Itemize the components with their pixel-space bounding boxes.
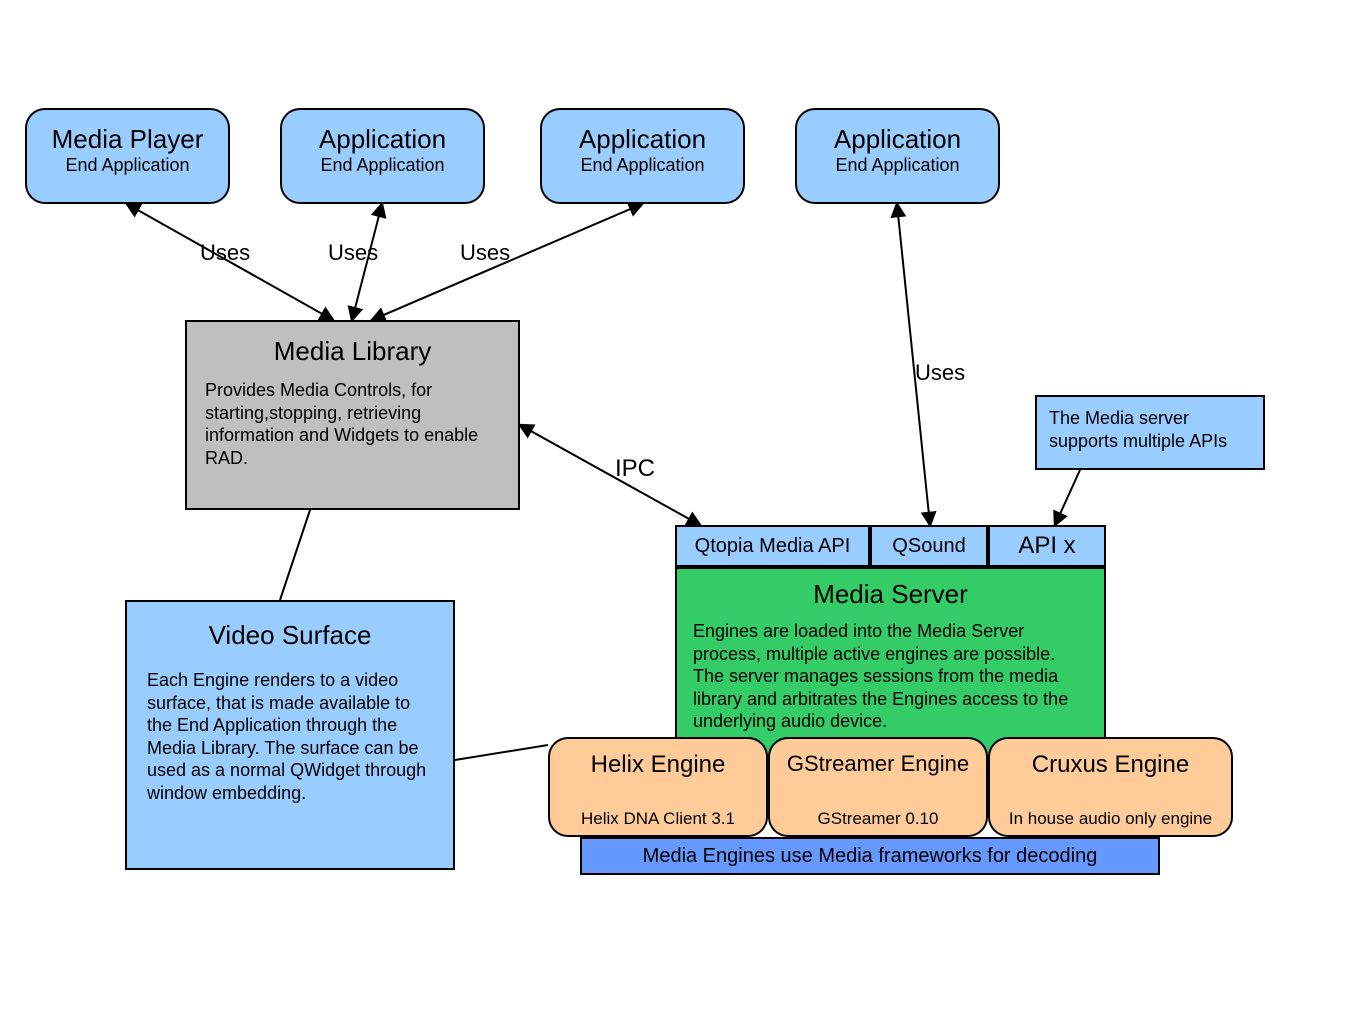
engine-gstreamer-subtitle: GStreamer 0.10 [776, 809, 980, 829]
node-api-qtopia: Qtopia Media API [675, 525, 870, 567]
node-application-1: Application End Application [280, 108, 485, 204]
edge-label-uses-2: Uses [328, 240, 378, 266]
node-application-3: Application End Application [795, 108, 1000, 204]
media-library-body: Provides Media Controls, for starting,st… [205, 379, 500, 469]
app2-title: Application [542, 124, 743, 155]
framework-bar-label: Media Engines use Media frameworks for d… [643, 845, 1098, 868]
api-qtopia-label: Qtopia Media API [695, 535, 851, 558]
app3-title: Application [797, 124, 998, 155]
node-engine-cruxus: Cruxus Engine In house audio only engine [988, 737, 1233, 837]
app3-subtitle: End Application [797, 155, 998, 176]
engine-helix-subtitle: Helix DNA Client 3.1 [560, 809, 756, 829]
node-video-surface: Video Surface Each Engine renders to a v… [125, 600, 455, 870]
node-api-x: API x [988, 525, 1106, 567]
app1-subtitle: End Application [282, 155, 483, 176]
media-player-title: Media Player [27, 124, 228, 155]
video-surface-body: Each Engine renders to a video surface, … [147, 669, 433, 804]
media-server-body: Engines are loaded into the Media Server… [693, 620, 1088, 733]
api-x-label: API x [1018, 532, 1075, 560]
node-engine-gstreamer: GStreamer Engine GStreamer 0.10 [768, 737, 988, 837]
video-surface-title: Video Surface [147, 620, 433, 651]
edge-label-ipc: IPC [615, 455, 655, 483]
app1-title: Application [282, 124, 483, 155]
edge-label-uses-1: Uses [200, 240, 250, 266]
app2-subtitle: End Application [542, 155, 743, 176]
media-player-subtitle: End Application [27, 155, 228, 176]
engine-helix-title: Helix Engine [560, 751, 756, 779]
node-framework-bar: Media Engines use Media frameworks for d… [580, 837, 1160, 875]
engine-cruxus-subtitle: In house audio only engine [996, 809, 1225, 829]
edge-label-uses-4: Uses [915, 360, 965, 386]
media-library-title: Media Library [205, 336, 500, 367]
api-qsound-label: QSound [892, 535, 965, 558]
media-server-note-body: The Media server supports multiple APIs [1049, 407, 1251, 452]
node-media-player: Media Player End Application [25, 108, 230, 204]
media-server-title: Media Server [693, 579, 1088, 610]
node-media-server: Media Server Engines are loaded into the… [675, 567, 1106, 757]
node-engine-helix: Helix Engine Helix DNA Client 3.1 [548, 737, 768, 837]
edge-label-uses-3: Uses [460, 240, 510, 266]
node-api-qsound: QSound [870, 525, 988, 567]
node-media-server-note: The Media server supports multiple APIs [1035, 395, 1265, 470]
node-media-library: Media Library Provides Media Controls, f… [185, 320, 520, 510]
engine-cruxus-title: Cruxus Engine [996, 751, 1225, 779]
engine-gstreamer-title: GStreamer Engine [776, 751, 980, 777]
node-application-2: Application End Application [540, 108, 745, 204]
